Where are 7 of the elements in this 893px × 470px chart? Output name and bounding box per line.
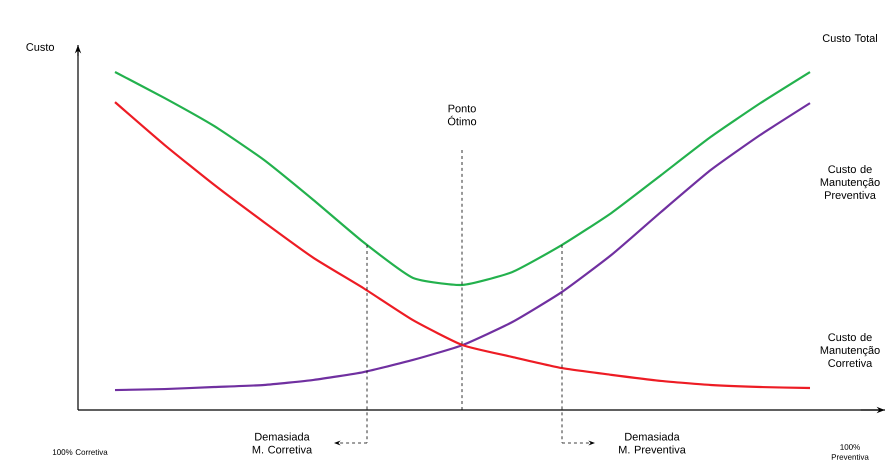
y-axis-title: Custo bbox=[26, 43, 54, 51]
text: Custo de Manutenção Preventiva bbox=[820, 165, 880, 199]
text: Demasiada M. Preventiva bbox=[619, 432, 686, 454]
text: Custo de Manutenção Corretiva bbox=[820, 333, 880, 367]
text: Custo Total bbox=[822, 34, 877, 42]
annotation: Ponto Ótimo bbox=[448, 104, 476, 126]
text: Demasiada M. Corretiva bbox=[252, 432, 312, 454]
